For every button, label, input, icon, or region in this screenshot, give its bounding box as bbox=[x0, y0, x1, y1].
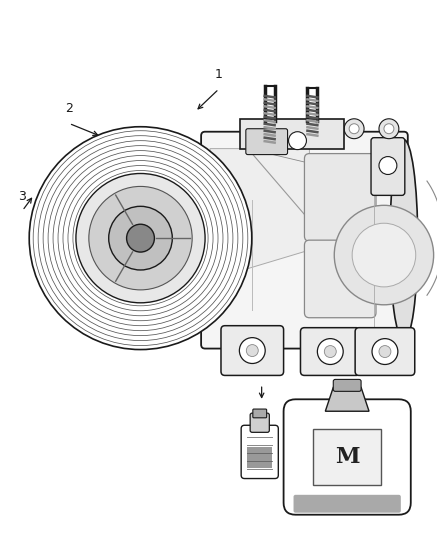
Circle shape bbox=[344, 119, 364, 139]
Circle shape bbox=[349, 124, 359, 134]
Circle shape bbox=[29, 127, 252, 350]
Text: 6: 6 bbox=[343, 329, 350, 342]
FancyBboxPatch shape bbox=[201, 132, 408, 349]
Circle shape bbox=[289, 132, 307, 150]
Circle shape bbox=[352, 223, 416, 287]
FancyBboxPatch shape bbox=[300, 328, 360, 375]
Circle shape bbox=[379, 157, 397, 174]
FancyBboxPatch shape bbox=[304, 154, 376, 241]
Circle shape bbox=[318, 338, 343, 365]
FancyBboxPatch shape bbox=[333, 379, 361, 391]
FancyBboxPatch shape bbox=[304, 240, 376, 318]
Circle shape bbox=[127, 224, 155, 252]
FancyBboxPatch shape bbox=[253, 409, 267, 418]
FancyBboxPatch shape bbox=[250, 413, 269, 432]
Text: 1: 1 bbox=[215, 68, 223, 81]
FancyBboxPatch shape bbox=[246, 129, 288, 155]
Polygon shape bbox=[210, 149, 309, 280]
FancyBboxPatch shape bbox=[355, 328, 415, 375]
Polygon shape bbox=[325, 387, 369, 411]
Circle shape bbox=[109, 206, 172, 270]
Text: 7: 7 bbox=[373, 335, 381, 348]
Circle shape bbox=[324, 345, 336, 358]
Circle shape bbox=[76, 173, 205, 303]
Circle shape bbox=[384, 124, 394, 134]
FancyBboxPatch shape bbox=[283, 399, 411, 515]
FancyBboxPatch shape bbox=[241, 425, 278, 479]
FancyBboxPatch shape bbox=[221, 326, 283, 375]
FancyBboxPatch shape bbox=[293, 495, 401, 513]
Circle shape bbox=[246, 345, 258, 357]
Circle shape bbox=[89, 187, 192, 290]
FancyBboxPatch shape bbox=[247, 447, 272, 469]
FancyBboxPatch shape bbox=[371, 138, 405, 196]
Circle shape bbox=[372, 338, 398, 365]
Text: 5: 5 bbox=[314, 335, 322, 348]
Text: 3: 3 bbox=[18, 190, 26, 203]
Circle shape bbox=[379, 119, 399, 139]
Ellipse shape bbox=[390, 140, 418, 341]
Text: M: M bbox=[335, 446, 360, 468]
Text: 4: 4 bbox=[258, 364, 265, 376]
Circle shape bbox=[240, 337, 265, 364]
Circle shape bbox=[379, 345, 391, 358]
Polygon shape bbox=[240, 119, 344, 149]
FancyBboxPatch shape bbox=[314, 429, 381, 485]
Text: 2: 2 bbox=[65, 102, 73, 115]
Circle shape bbox=[334, 205, 434, 305]
